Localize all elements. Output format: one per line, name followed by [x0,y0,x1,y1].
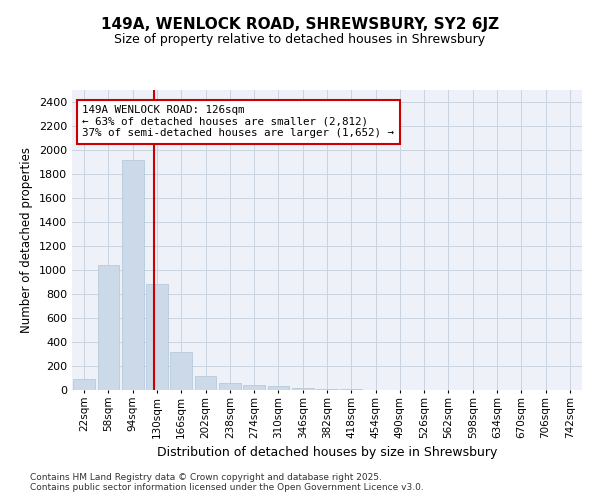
Bar [219,384,241,390]
Bar [146,284,168,390]
Bar [170,352,192,390]
Bar [194,376,217,390]
Text: 149A WENLOCK ROAD: 126sqm
← 63% of detached houses are smaller (2,812)
37% of se: 149A WENLOCK ROAD: 126sqm ← 63% of detac… [82,105,394,138]
Text: Contains public sector information licensed under the Open Government Licence v3: Contains public sector information licen… [30,482,424,492]
Bar [292,388,314,390]
Bar [97,265,119,390]
Bar [73,379,95,390]
X-axis label: Distribution of detached houses by size in Shrewsbury: Distribution of detached houses by size … [157,446,497,459]
Y-axis label: Number of detached properties: Number of detached properties [20,147,34,333]
Bar [122,160,143,390]
Bar [268,386,289,390]
Text: 149A, WENLOCK ROAD, SHREWSBURY, SY2 6JZ: 149A, WENLOCK ROAD, SHREWSBURY, SY2 6JZ [101,18,499,32]
Bar [316,389,338,390]
Bar [340,389,362,390]
Text: Size of property relative to detached houses in Shrewsbury: Size of property relative to detached ho… [115,32,485,46]
Bar [243,384,265,390]
Text: Contains HM Land Registry data © Crown copyright and database right 2025.: Contains HM Land Registry data © Crown c… [30,472,382,482]
